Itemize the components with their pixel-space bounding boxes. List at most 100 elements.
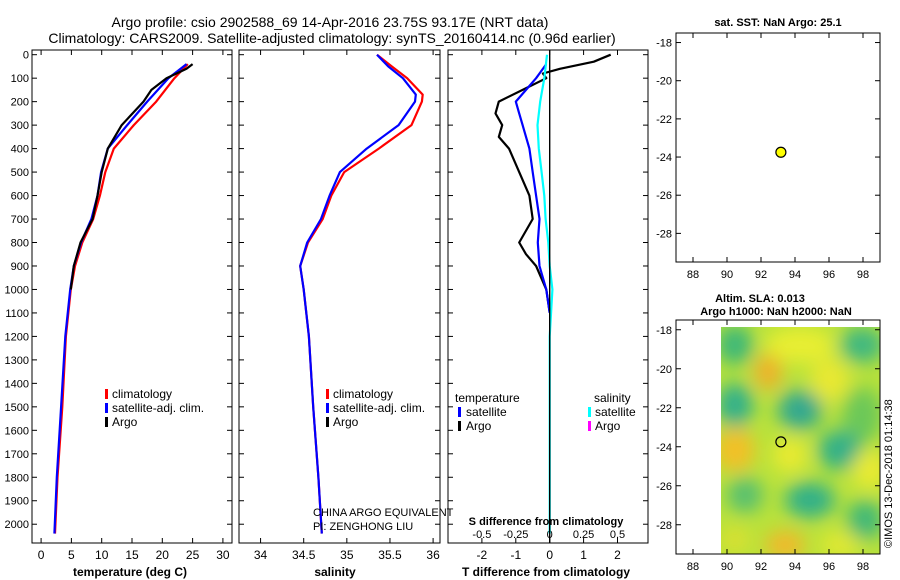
- x-tick-label: 5: [68, 548, 75, 562]
- legend-label: satellite-adj. clim.: [333, 401, 425, 415]
- y-tick-label: 700: [11, 214, 29, 226]
- salinity-annotation-2: PI: ZENGHONG LIU: [313, 521, 413, 533]
- y-tick-label: 500: [11, 167, 29, 179]
- x-tick-label: 34.5: [292, 548, 316, 562]
- legend-label: climatology: [333, 387, 393, 401]
- map-y-tick-label: -26: [656, 481, 672, 493]
- legend-swatch: [588, 421, 591, 431]
- s-tick-label: -0.5: [472, 529, 491, 541]
- x-tick-label: 35: [340, 548, 354, 562]
- sla-map-frame: [675, 319, 881, 555]
- legend-swatch: [105, 417, 108, 427]
- map-y-tick-label: -18: [656, 38, 672, 50]
- map-x-tick-label: 92: [755, 561, 767, 573]
- map-y-tick-label: -26: [656, 190, 672, 202]
- y-tick-label: 1600: [5, 425, 29, 437]
- x-tick-label: 36: [426, 548, 440, 562]
- t-diff-xlabel: T difference from climatology: [462, 565, 630, 579]
- map-y-tick-label: -18: [656, 325, 672, 337]
- map-y-tick-label: -28: [656, 520, 672, 532]
- y-tick-label: 400: [11, 144, 29, 156]
- s-tick-label: 0.25: [573, 529, 594, 541]
- map-x-tick-label: 88: [687, 561, 699, 573]
- x-tick-label: 30: [216, 548, 230, 562]
- map-y-tick-label: -20: [656, 76, 672, 88]
- s-tick-label: -0.25: [503, 529, 528, 541]
- map-x-tick-label: 90: [721, 269, 733, 281]
- x-tick-label: 2: [614, 548, 621, 562]
- y-tick-label: 800: [11, 238, 29, 250]
- series-line-climatology: [299, 53, 424, 534]
- map-y-tick-label: -22: [656, 114, 672, 126]
- map-y-tick-label: -28: [656, 228, 672, 240]
- legend-swatch: [458, 407, 461, 417]
- legend-label: satellite-adj. clim.: [112, 401, 204, 415]
- header-line1: Argo profile: csio 2902588_69 14-Apr-201…: [112, 14, 549, 30]
- map-y-tick-label: -22: [656, 403, 672, 415]
- map-y-tick-label: -24: [656, 152, 672, 164]
- map-x-tick-label: 96: [823, 269, 835, 281]
- x-tick-label: 35.5: [378, 548, 402, 562]
- s-diff-xlabel: S difference from climatology: [469, 516, 625, 528]
- y-tick-label: 1800: [5, 472, 29, 484]
- x-tick-label: 1: [580, 548, 587, 562]
- map-x-tick-label: 88: [687, 269, 699, 281]
- map-x-tick-label: 94: [789, 561, 801, 573]
- map-x-tick-label: 92: [755, 269, 767, 281]
- legend-label: Argo: [466, 419, 492, 433]
- map-x-tick-label: 94: [789, 269, 801, 281]
- y-tick-label: 1000: [5, 284, 29, 296]
- x-tick-label: 25: [186, 548, 200, 562]
- legend-swatch: [326, 417, 329, 427]
- temperature-plot-frame: [31, 49, 233, 544]
- s-tick-label: 0.5: [610, 529, 625, 541]
- legend-swatch: [326, 389, 329, 399]
- series-line-climatology: [53, 63, 189, 534]
- difference-plot-frame: [447, 49, 649, 544]
- series-line-satellite-adj--clim-: [53, 63, 188, 534]
- sst-map-frame: [675, 32, 881, 263]
- y-tick-label: 1200: [5, 331, 29, 343]
- header-line2: Climatology: CARS2009. Satellite-adjuste…: [48, 30, 615, 46]
- series-line-satellite-t-diff: [514, 63, 551, 314]
- y-tick-label: 600: [11, 191, 29, 203]
- legend-swatch: [588, 407, 591, 417]
- sst-map-title: sat. SST: NaN Argo: 25.1: [714, 17, 841, 29]
- y-tick-label: 200: [11, 97, 29, 109]
- legend-swatch: [326, 403, 329, 413]
- y-tick-label: 2000: [5, 519, 29, 531]
- y-tick-label: 1900: [5, 496, 29, 508]
- y-tick-label: 900: [11, 261, 29, 273]
- sla-title-1: Altim. SLA: 0.013: [715, 293, 805, 305]
- y-tick-label: 100: [11, 73, 29, 85]
- map-x-tick-label: 98: [857, 269, 869, 281]
- float-location-marker: [775, 436, 787, 448]
- x-tick-label: 0: [38, 548, 45, 562]
- series-line-argo: [69, 63, 194, 290]
- series-line-argo-t-diff: [494, 53, 612, 314]
- legend-label: Argo: [333, 415, 359, 429]
- map-x-tick-label: 90: [721, 561, 733, 573]
- x-tick-label: 10: [95, 548, 109, 562]
- legend-swatch: [105, 403, 108, 413]
- map-y-tick-label: -20: [656, 364, 672, 376]
- map-x-tick-label: 96: [823, 561, 835, 573]
- series-line-satellite-adj--clim-: [299, 53, 417, 534]
- y-tick-label: 1300: [5, 355, 29, 367]
- y-tick-label: 300: [11, 120, 29, 132]
- x-tick-label: -2: [477, 548, 488, 562]
- legend-label: climatology: [112, 387, 172, 401]
- salinity-annotation-1: CHINA ARGO EQUIVALENT: [313, 507, 454, 519]
- salinity-xlabel: salinity: [314, 565, 356, 579]
- sla-title-2: Argo h1000: NaN h2000: NaN: [700, 306, 852, 318]
- salinity-plot-frame: [238, 49, 441, 544]
- y-tick-label: 1500: [5, 402, 29, 414]
- y-tick-label: 1700: [5, 449, 29, 461]
- y-tick-label: 1400: [5, 378, 29, 390]
- sla-heatmap: [721, 327, 880, 554]
- legend-swatch: [458, 421, 461, 431]
- x-tick-label: 20: [156, 548, 170, 562]
- map-y-tick-label: -24: [656, 442, 672, 454]
- legend-label: satellite: [466, 405, 507, 419]
